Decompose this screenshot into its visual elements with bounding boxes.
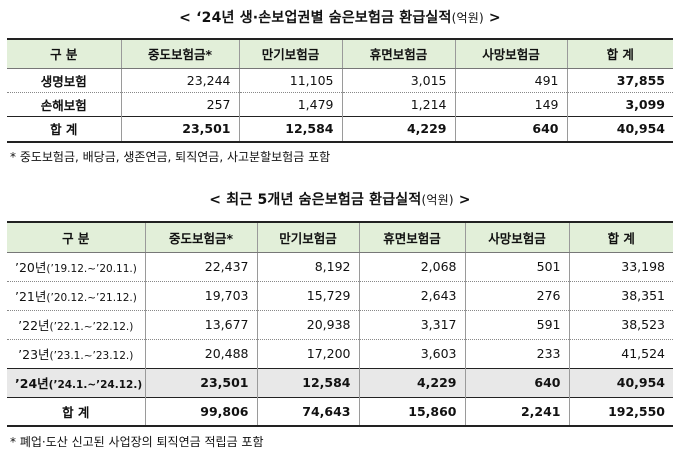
cell: 192,550 [568, 396, 673, 427]
col-header: 구 분 [7, 38, 121, 69]
cell: 4,229 [341, 115, 455, 143]
cell: 23,501 [120, 115, 239, 143]
cell: 15,729 [256, 281, 359, 311]
cell: 149 [454, 92, 567, 117]
cell: 1,214 [341, 92, 455, 117]
cell: 38,523 [568, 310, 673, 340]
cell: 3,099 [566, 92, 673, 117]
table-row: ’21년(’20.12.~’21.12.) 19,703 15,729 2,64… [7, 281, 673, 311]
cell: 20,488 [144, 339, 257, 369]
cell: 233 [464, 339, 569, 369]
cell: 23,244 [120, 68, 239, 93]
col-header: 중도보험금* [144, 221, 257, 253]
cell: 15,860 [358, 396, 465, 427]
row-label: ’20년(’19.12.~’20.11.) [7, 252, 145, 282]
col-header: 만기보험금 [256, 221, 359, 253]
cell: 17,200 [256, 339, 359, 369]
table-row: 생명보험 23,244 11,105 3,015 491 37,855 [7, 68, 673, 93]
cell: 38,351 [568, 281, 673, 311]
row-label: 합 계 [7, 396, 145, 427]
col-header: 구 분 [7, 221, 145, 253]
table2-total-row: 합 계 99,806 74,643 15,860 2,241 192,550 [7, 396, 673, 427]
cell: 99,806 [144, 396, 257, 427]
table-row: 손해보험 257 1,479 1,214 149 3,099 [7, 92, 673, 117]
table-row: ’22년(’22.1.~’22.12.) 13,677 20,938 3,317… [7, 310, 673, 340]
table-row: ’20년(’19.12.~’20.11.) 22,437 8,192 2,068… [7, 252, 673, 282]
row-label: ’21년(’20.12.~’21.12.) [7, 281, 145, 311]
cell: 40,954 [568, 367, 673, 398]
table1-header-row: 구 분 중도보험금* 만기보험금 휴면보험금 사망보험금 합 계 [7, 38, 673, 69]
cell: 20,938 [256, 310, 359, 340]
cell: 23,501 [144, 367, 257, 398]
cell: 491 [454, 68, 567, 93]
cell: 257 [120, 92, 239, 117]
col-header: 사망보험금 [454, 38, 567, 69]
cell: 276 [464, 281, 569, 311]
cell: 2,241 [464, 396, 569, 427]
cell: 640 [454, 115, 567, 143]
row-label: 손해보험 [7, 92, 121, 117]
cell: 13,677 [144, 310, 257, 340]
table1-note: * 중도보험금, 배당금, 생존연금, 퇴직연금, 사고분할보험금 포함 [10, 150, 331, 164]
cell: 22,437 [144, 252, 257, 282]
cell: 12,584 [238, 115, 342, 143]
row-label: ’22년(’22.1.~’22.12.) [7, 310, 145, 340]
table2-title: < 최근 5개년 숨은보험금 환급실적(억원) > [209, 192, 471, 208]
cell: 2,643 [358, 281, 465, 311]
col-header: 사망보험금 [464, 221, 569, 253]
cell: 1,479 [238, 92, 342, 117]
cell: 4,229 [358, 367, 465, 398]
cell: 11,105 [238, 68, 342, 93]
row-label: 합 계 [7, 115, 121, 143]
row-label: ’24년(’24.1.~’24.12.) [7, 367, 145, 398]
col-header: 중도보험금* [120, 38, 239, 69]
col-header: 휴면보험금 [358, 221, 465, 253]
cell: 591 [464, 310, 569, 340]
col-header: 만기보험금 [238, 38, 342, 69]
table2-note: * 폐업·도산 신고된 사업장의 퇴직연금 적립금 포함 [10, 435, 264, 449]
table1-total-row: 합 계 23,501 12,584 4,229 640 40,954 [7, 115, 673, 143]
cell: 37,855 [566, 68, 673, 93]
table-row-highlighted: ’24년(’24.1.~’24.12.) 23,501 12,584 4,229… [7, 367, 673, 398]
cell: 501 [464, 252, 569, 282]
row-label: 생명보험 [7, 68, 121, 93]
table-row: ’23년(’23.1.~’23.12.) 20,488 17,200 3,603… [7, 339, 673, 369]
cell: 8,192 [256, 252, 359, 282]
table2: 구 분 중도보험금* 만기보험금 휴면보험금 사망보험금 합 계 ’20년(’1… [7, 221, 673, 427]
table2-header-row: 구 분 중도보험금* 만기보험금 휴면보험금 사망보험금 합 계 [7, 221, 673, 253]
col-header: 합 계 [568, 221, 673, 253]
col-header: 휴면보험금 [341, 38, 455, 69]
cell: 40,954 [566, 115, 673, 143]
col-header: 합 계 [566, 38, 673, 69]
cell: 640 [464, 367, 569, 398]
cell: 41,524 [568, 339, 673, 369]
cell: 74,643 [256, 396, 359, 427]
cell: 3,317 [358, 310, 465, 340]
cell: 33,198 [568, 252, 673, 282]
cell: 2,068 [358, 252, 465, 282]
cell: 19,703 [144, 281, 257, 311]
row-label: ’23년(’23.1.~’23.12.) [7, 339, 145, 369]
table1: 구 분 중도보험금* 만기보험금 휴면보험금 사망보험금 합 계 생명보험 23… [7, 38, 673, 143]
cell: 12,584 [256, 367, 359, 398]
table1-title: < ‘24년 생·손보업권별 숨은보험금 환급실적(억원) > [179, 10, 501, 26]
cell: 3,603 [358, 339, 465, 369]
cell: 3,015 [341, 68, 455, 93]
